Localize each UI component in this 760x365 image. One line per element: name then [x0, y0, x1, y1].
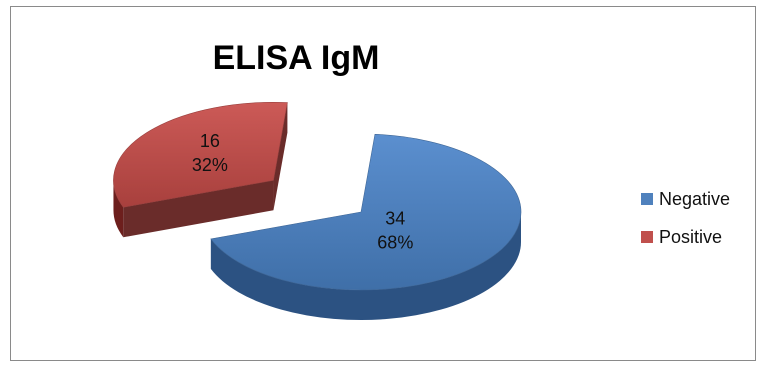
legend-swatch-negative: [641, 193, 653, 205]
data-label-value-negative: 34: [385, 209, 405, 229]
data-label-percent-positive: 32%: [192, 155, 228, 175]
pie-slice-top-negative: [210, 133, 522, 291]
pie-slice-face-positive-1: [273, 102, 288, 211]
legend: Negative Positive: [641, 189, 730, 247]
data-label-percent-negative: 68%: [377, 233, 413, 253]
legend-label-positive: Positive: [659, 227, 722, 247]
legend-item-positive: Positive: [641, 227, 722, 247]
pie-slice-face-positive-0: [123, 180, 274, 238]
legend-item-negative: Negative: [641, 189, 730, 209]
legend-swatch-positive: [641, 231, 653, 243]
pie-slice-side-negative: [210, 212, 521, 320]
data-label-value-positive: 16: [200, 131, 220, 151]
chart-title: ELISA IgM: [213, 39, 380, 77]
chart-area: ELISA IgM 16 32% 34 68% Negative Positive: [10, 6, 756, 361]
legend-label-negative: Negative: [659, 189, 730, 209]
pie-slice-top-positive: [113, 102, 288, 208]
